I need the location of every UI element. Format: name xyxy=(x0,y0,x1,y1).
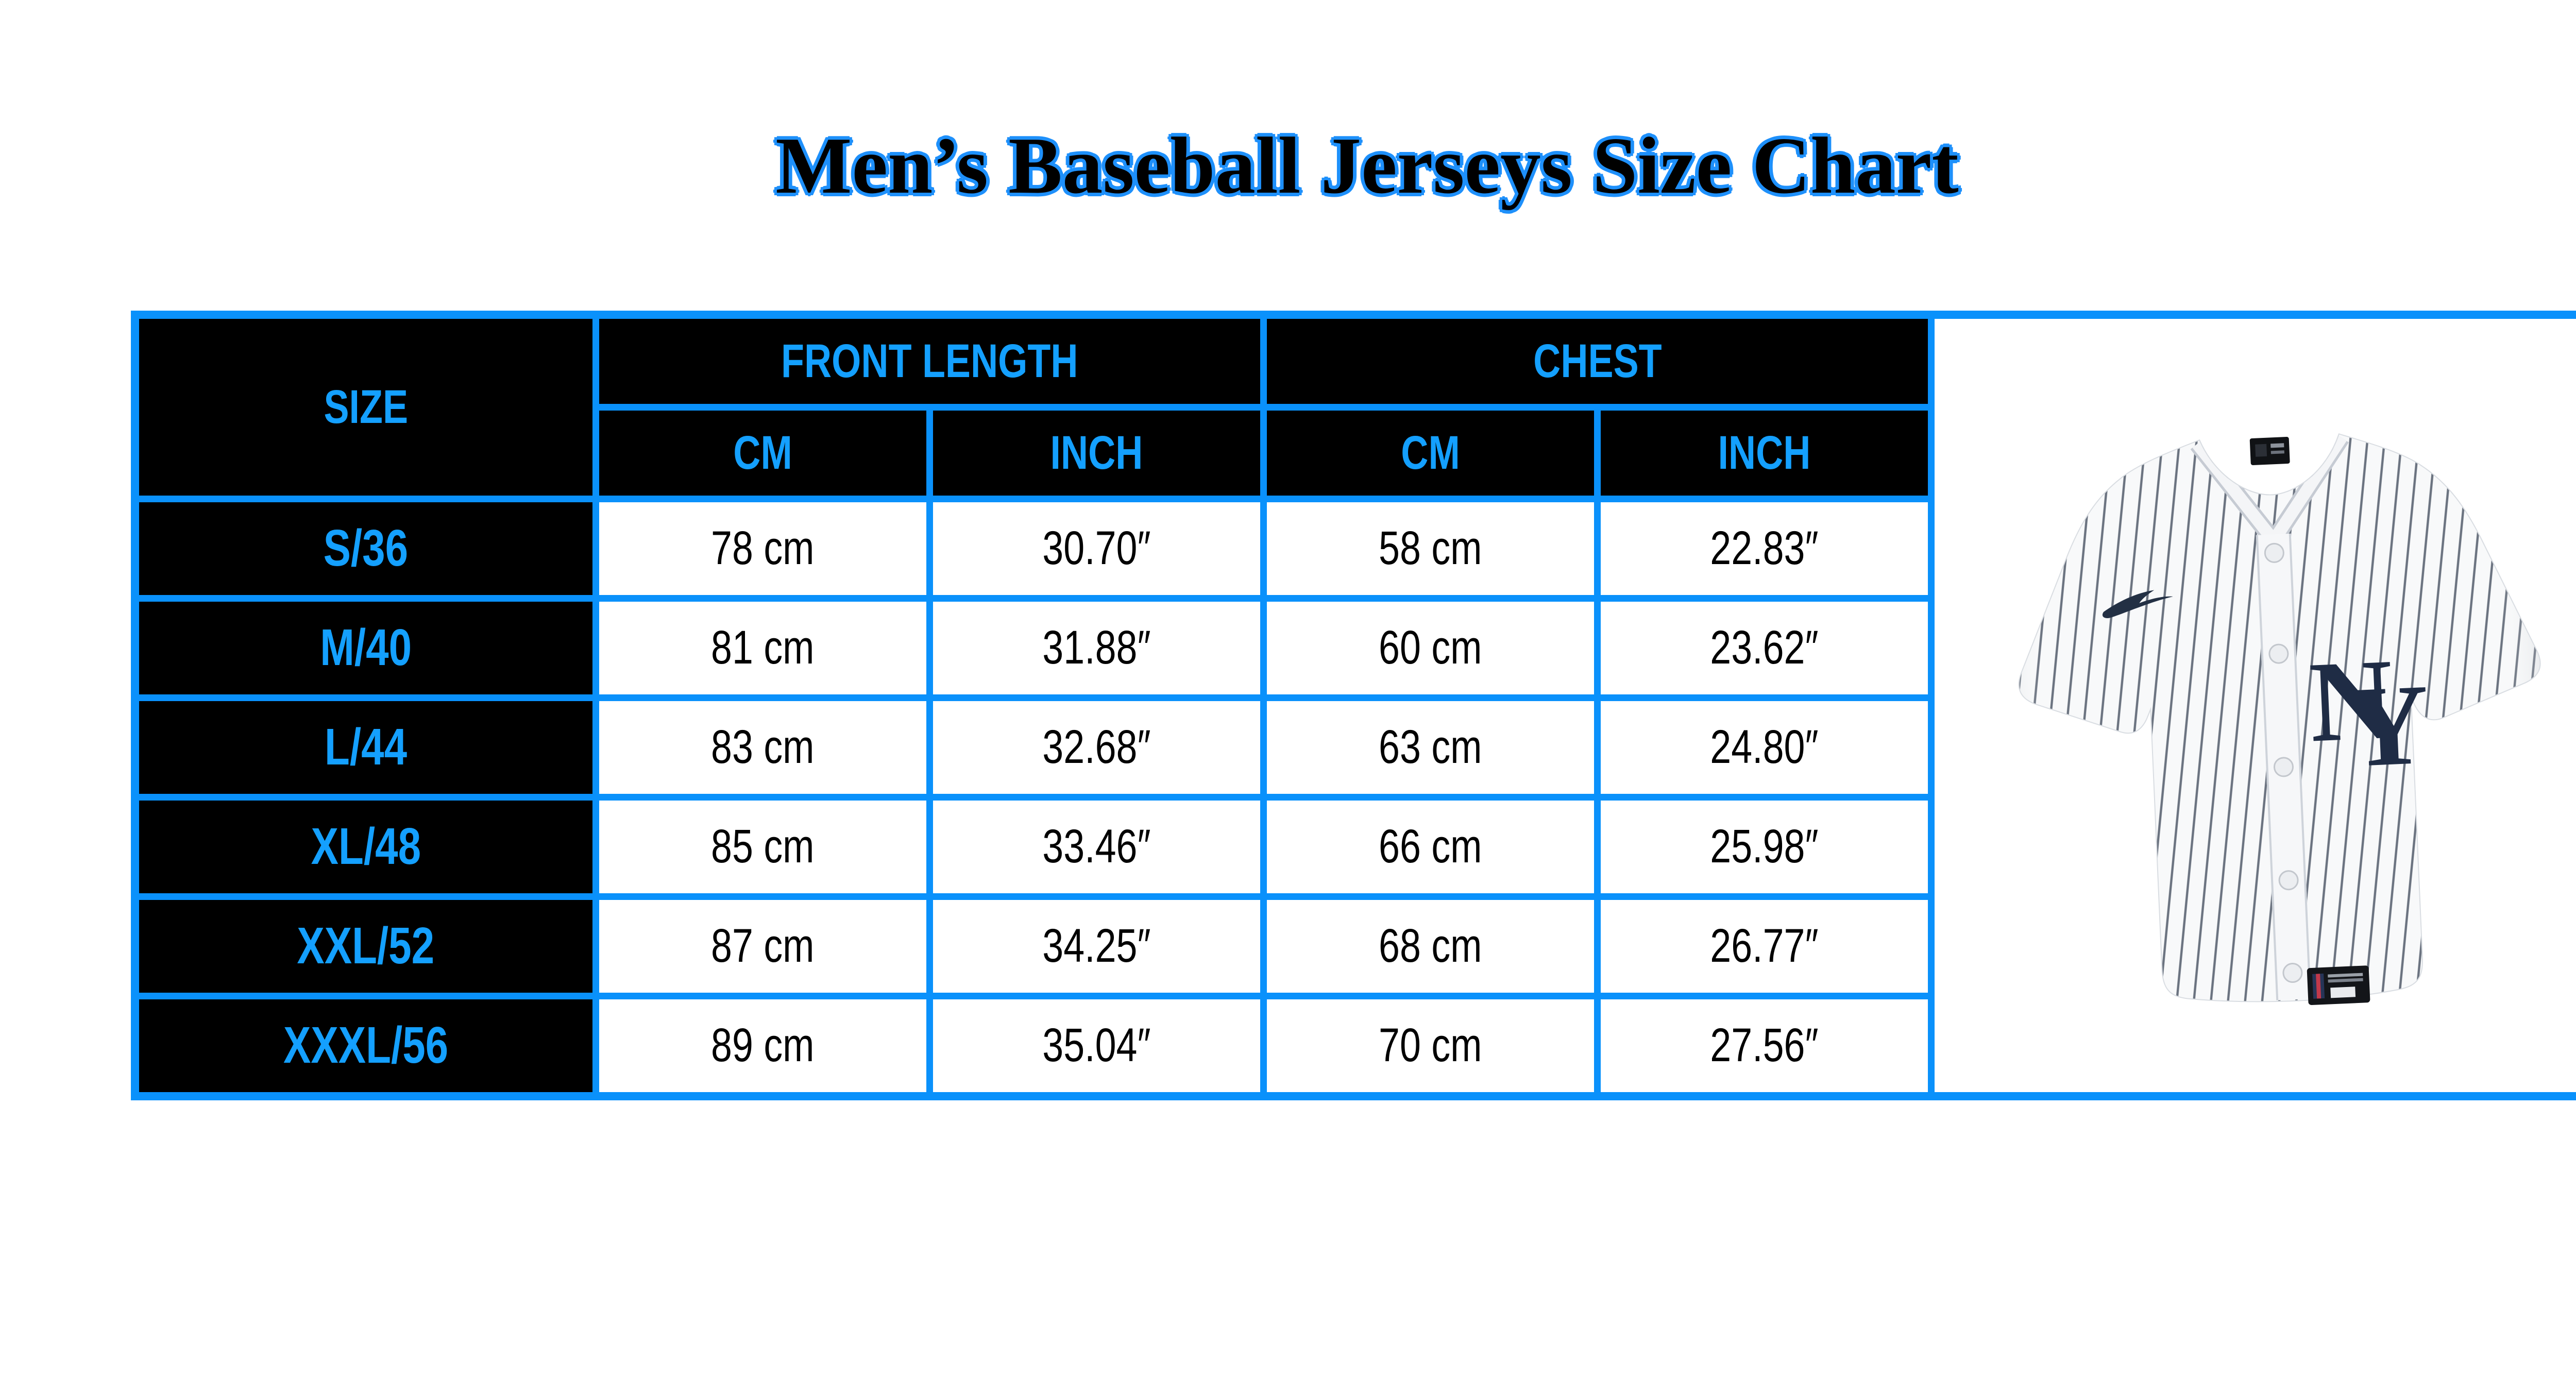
front-inch-cell: 33.46″ xyxy=(933,800,1260,893)
front-cm-value: 85 cm xyxy=(711,820,815,873)
header-front-inch: INCH xyxy=(933,410,1260,496)
front-inch-cell: 31.88″ xyxy=(933,601,1260,694)
chest-inch-cell: 25.98″ xyxy=(1601,800,1928,893)
size-label: XL/48 xyxy=(311,818,421,876)
front-inch-cell: 35.04″ xyxy=(933,999,1260,1092)
jersey-image-panel: N Y xyxy=(1935,318,2576,1092)
front-cm-cell: 85 cm xyxy=(599,800,926,893)
nike-swoosh-icon xyxy=(2102,590,2173,618)
chest-cm-value: 68 cm xyxy=(1379,920,1482,973)
header-front-length: FRONT LENGTH xyxy=(599,318,1260,404)
front-cm-value: 89 cm xyxy=(711,1019,815,1072)
chest-inch-cell: 24.80″ xyxy=(1601,701,1928,794)
header-front-inch-label: INCH xyxy=(1050,426,1143,479)
size-cell: M/40 xyxy=(139,601,592,694)
chest-cm-cell: 58 cm xyxy=(1267,502,1594,595)
front-inch-cell: 34.25″ xyxy=(933,899,1260,993)
jersey-buttons xyxy=(2264,542,2303,983)
jersey-hem-tag xyxy=(2307,965,2370,1005)
header-front-length-label: FRONT LENGTH xyxy=(781,334,1078,387)
header-chest: CHEST xyxy=(1267,318,1928,404)
header-chest-inch-label: INCH xyxy=(1718,426,1811,479)
chest-cm-value: 70 cm xyxy=(1379,1019,1482,1072)
chest-inch-cell: 23.62″ xyxy=(1601,601,1928,694)
size-cell: XXXL/56 xyxy=(139,999,592,1092)
ny-logo-y: Y xyxy=(2343,660,2432,791)
size-cell: XL/48 xyxy=(139,800,592,893)
size-label: XXXL/56 xyxy=(283,1016,449,1075)
front-cm-cell: 78 cm xyxy=(599,502,926,595)
header-chest-cm: CM xyxy=(1267,410,1594,496)
header-chest-label: CHEST xyxy=(1533,334,1662,387)
front-inch-value: 33.46″ xyxy=(1042,820,1151,873)
front-inch-value: 31.88″ xyxy=(1042,621,1151,674)
front-cm-value: 83 cm xyxy=(711,721,815,774)
front-inch-value: 30.70″ xyxy=(1042,522,1151,575)
ny-logo-n: N xyxy=(2307,635,2396,766)
size-cell: L/44 xyxy=(139,701,592,794)
front-cm-cell: 83 cm xyxy=(599,701,926,794)
size-label: M/40 xyxy=(320,619,412,677)
chest-inch-cell: 22.83″ xyxy=(1601,502,1928,595)
size-label: S/36 xyxy=(323,519,409,577)
front-inch-value: 34.25″ xyxy=(1042,920,1151,973)
chest-cm-cell: 60 cm xyxy=(1267,601,1594,694)
jersey-placket xyxy=(2256,533,2312,1000)
chest-cm-value: 63 cm xyxy=(1379,721,1482,774)
size-chart-table: SIZE FRONT LENGTH CHEST CM INCH CM INCH xyxy=(131,310,2576,1100)
chest-cm-cell: 66 cm xyxy=(1267,800,1594,893)
header-chest-cm-label: CM xyxy=(1401,426,1460,479)
chest-inch-value: 27.56″ xyxy=(1710,1019,1819,1072)
front-cm-value: 87 cm xyxy=(711,920,815,973)
front-cm-value: 81 cm xyxy=(711,621,815,674)
header-front-cm: CM xyxy=(599,410,926,496)
header-size-label: SIZE xyxy=(324,380,408,433)
front-inch-cell: 30.70″ xyxy=(933,502,1260,595)
chest-cm-value: 60 cm xyxy=(1379,621,1482,674)
chest-inch-value: 23.62″ xyxy=(1710,621,1819,674)
header-front-cm-label: CM xyxy=(733,426,792,479)
page-title: Men’s Baseball Jerseys Size Chart xyxy=(775,121,1959,210)
chest-inch-value: 25.98″ xyxy=(1710,820,1819,873)
chest-inch-value: 22.83″ xyxy=(1710,522,1819,575)
size-cell: XXL/52 xyxy=(139,899,592,993)
ny-logo: N Y xyxy=(2307,635,2432,791)
jersey-collar-tag xyxy=(2249,436,2290,465)
chest-inch-cell: 27.56″ xyxy=(1601,999,1928,1092)
chest-inch-cell: 26.77″ xyxy=(1601,899,1928,993)
chest-cm-value: 58 cm xyxy=(1379,522,1482,575)
chest-inch-value: 26.77″ xyxy=(1710,920,1819,973)
front-inch-cell: 32.68″ xyxy=(933,701,1260,794)
header-chest-inch: INCH xyxy=(1601,410,1928,496)
front-cm-cell: 81 cm xyxy=(599,601,926,694)
size-cell: S/36 xyxy=(139,502,592,595)
front-inch-value: 35.04″ xyxy=(1042,1019,1151,1072)
front-cm-cell: 89 cm xyxy=(599,999,926,1092)
front-cm-value: 78 cm xyxy=(711,522,815,575)
header-size: SIZE xyxy=(139,318,592,496)
chest-cm-cell: 63 cm xyxy=(1267,701,1594,794)
jersey-graphic: N Y xyxy=(2009,426,2554,1012)
jersey-image: N Y xyxy=(2009,426,2554,1012)
size-label: L/44 xyxy=(324,718,408,776)
size-label: XXL/52 xyxy=(297,917,435,975)
chest-cm-value: 66 cm xyxy=(1379,820,1482,873)
front-cm-cell: 87 cm xyxy=(599,899,926,993)
front-inch-value: 32.68″ xyxy=(1042,721,1151,774)
chest-inch-value: 24.80″ xyxy=(1710,721,1819,774)
chest-cm-cell: 68 cm xyxy=(1267,899,1594,993)
chest-cm-cell: 70 cm xyxy=(1267,999,1594,1092)
